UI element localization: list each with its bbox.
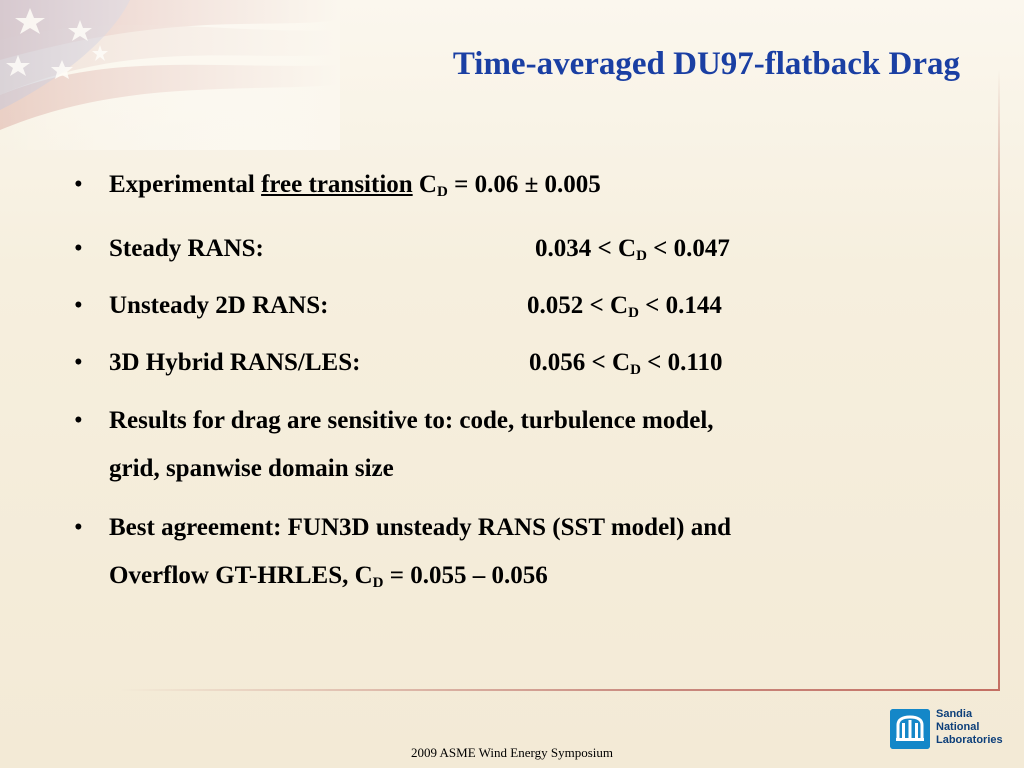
- bullet-text: Best agreement: FUN3D unsteady RANS (SST…: [109, 514, 732, 541]
- bullet-label: Unsteady 2D RANS:: [109, 292, 329, 319]
- bullet-marker: •: [74, 171, 83, 198]
- sandia-logo-icon: [890, 709, 930, 749]
- bullet-unsteady-2d-rans: • Unsteady 2D RANS: 0.052 < CD < 0.144: [74, 283, 974, 329]
- bullet-marker: •: [74, 514, 83, 541]
- bullet-text: = 0.055 – 0.056: [383, 562, 548, 589]
- subscript: D: [372, 575, 384, 591]
- slide-title: Time-averaged DU97-flatback Drag: [452, 46, 960, 82]
- bullet-marker: •: [74, 407, 83, 434]
- bullet-value: 0.052 < CD < 0.144: [527, 292, 722, 321]
- bullet-best-agreement: • Best agreement: FUN3D unsteady RANS (S…: [74, 504, 974, 607]
- sandia-logo: Sandia National Laboratories: [890, 708, 1003, 752]
- bullet-text: grid, spanwise domain size: [109, 455, 394, 482]
- bullet-results-sensitive: • Results for drag are sensitive to: cod…: [74, 397, 974, 493]
- bullet-text: = 0.06 ± 0.005: [447, 171, 601, 198]
- bullet-label: Steady RANS:: [109, 235, 264, 262]
- bullet-marker: •: [74, 235, 83, 262]
- bullet-experimental: • Experimental free transition CD = 0.06…: [74, 162, 974, 215]
- subscript: D: [436, 184, 448, 200]
- bullet-value: 0.056 < CD < 0.110: [529, 349, 723, 378]
- bullet-text: Overflow GT-HRLES, C: [109, 562, 373, 589]
- bullet-text: C: [412, 171, 437, 198]
- bullet-3d-hybrid: • 3D Hybrid RANS/LES: 0.056 < CD < 0.110: [74, 340, 974, 386]
- frame-bottom-line: [120, 689, 1000, 691]
- bullet-text: Results for drag are sensitive to: code,…: [109, 407, 714, 434]
- bullet-marker: •: [74, 292, 83, 319]
- bullet-text: Experimental: [109, 171, 262, 198]
- bullet-steady-rans: • Steady RANS: 0.034 < CD < 0.047: [74, 226, 974, 272]
- frame-right-line: [998, 70, 1000, 690]
- bullet-label: 3D Hybrid RANS/LES:: [109, 349, 361, 376]
- sandia-logo-text: Sandia National Laboratories: [936, 708, 1003, 746]
- bullet-marker: •: [74, 349, 83, 376]
- flag-decoration: [0, 0, 340, 150]
- bullet-list: • Experimental free transition CD = 0.06…: [74, 162, 974, 618]
- underlined-text: free transition: [261, 171, 413, 198]
- footer-text: 2009 ASME Wind Energy Symposium: [411, 745, 613, 760]
- bullet-value: 0.034 < CD < 0.047: [535, 235, 730, 264]
